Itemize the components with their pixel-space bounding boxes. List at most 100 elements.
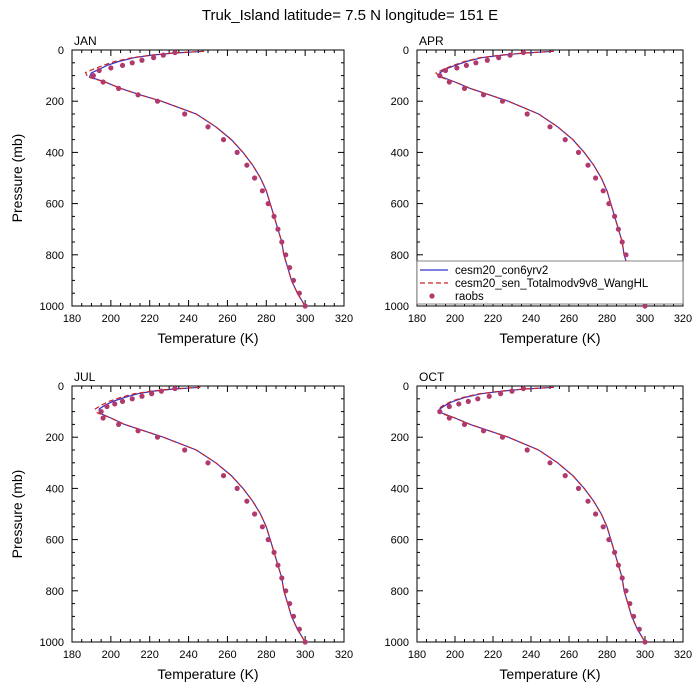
y-tick-label: 800 xyxy=(391,250,409,262)
raobs-point xyxy=(283,588,289,594)
x-tick-label: 200 xyxy=(102,313,120,325)
x-axis-label: Temperature (K) xyxy=(499,666,600,682)
raobs-point xyxy=(234,485,240,491)
raobs-point xyxy=(104,403,110,410)
x-axis-label: Temperature (K) xyxy=(157,666,258,682)
raobs-point xyxy=(182,447,188,453)
x-tick-label: 320 xyxy=(674,313,692,325)
raobs-point xyxy=(252,511,258,517)
raobs-point xyxy=(135,428,141,434)
x-tick-label: 240 xyxy=(179,313,197,325)
y-tick-label: 600 xyxy=(391,199,409,211)
raobs-point xyxy=(446,79,452,85)
raobs-point xyxy=(279,239,285,245)
panel-title: JUL xyxy=(74,370,96,384)
legend-label: raobs xyxy=(455,291,484,303)
y-tick-label: 800 xyxy=(46,250,64,262)
raobs-point xyxy=(119,62,126,68)
series-line-totalmod xyxy=(434,50,646,307)
y-axis-label: Pressure (mb) xyxy=(9,134,25,223)
raobs-point xyxy=(480,92,487,98)
raobs-point xyxy=(612,213,618,219)
raobs-point xyxy=(116,85,122,91)
raobs-point xyxy=(619,575,625,581)
raobs-point xyxy=(271,549,277,556)
raobs-point xyxy=(475,396,481,402)
raobs-point xyxy=(275,226,281,232)
legend-label: cesm20_sen_Totalmodv9v8_WangHL xyxy=(455,278,649,290)
panel-title: OCT xyxy=(419,370,445,384)
y-tick-label: 800 xyxy=(391,586,409,598)
raobs-point xyxy=(302,639,308,645)
raobs-point xyxy=(562,137,568,143)
raobs-point xyxy=(575,485,582,491)
raobs-point xyxy=(275,562,281,568)
raobs-point xyxy=(499,98,506,104)
raobs-point xyxy=(456,401,462,407)
raobs-point xyxy=(480,428,487,434)
series-line-totalmod xyxy=(437,386,646,643)
raobs-point xyxy=(585,498,591,504)
y-tick-label: 400 xyxy=(391,483,409,495)
raobs-point xyxy=(135,92,141,98)
raobs-point xyxy=(302,303,308,309)
x-tick-label: 320 xyxy=(335,313,353,325)
raobs-point xyxy=(154,434,161,440)
raobs-point xyxy=(259,524,265,530)
raobs-point xyxy=(593,511,599,517)
raobs-point xyxy=(290,277,297,283)
legend-box xyxy=(416,260,684,305)
raobs-point xyxy=(296,626,302,632)
y-tick-label: 400 xyxy=(46,483,64,495)
legend-label: cesm20_con6yrv2 xyxy=(455,265,548,277)
x-tick-label: 180 xyxy=(408,649,426,661)
raobs-point xyxy=(612,549,618,556)
x-tick-label: 260 xyxy=(218,313,236,325)
legend: cesm20_con6yrv2cesm20_sen_Totalmodv9v8_W… xyxy=(416,260,684,305)
raobs-point xyxy=(279,575,285,581)
raobs-point xyxy=(252,175,258,181)
x-tick-label: 260 xyxy=(560,649,578,661)
x-tick-label: 300 xyxy=(296,313,314,325)
y-tick-label: 600 xyxy=(46,199,64,211)
raobs-point xyxy=(182,111,188,117)
panel-title: APR xyxy=(419,34,444,48)
y-tick-label: 200 xyxy=(391,432,409,444)
panels-group: JAN 180 200 220 240 260 280 300 320 0 200 400 600 800… xyxy=(9,34,692,682)
raobs-point xyxy=(623,588,629,594)
x-tick-label: 220 xyxy=(484,649,502,661)
raobs-point xyxy=(119,398,126,404)
raobs-point xyxy=(446,403,452,410)
raobs-point xyxy=(473,60,479,66)
raobs-point xyxy=(498,391,504,397)
raobs-point xyxy=(524,111,530,117)
raobs-point xyxy=(265,537,271,543)
x-tick-label: 300 xyxy=(636,313,654,325)
raobs-point xyxy=(220,137,227,143)
raobs-point xyxy=(265,201,271,207)
raobs-point xyxy=(496,55,502,61)
y-tick-label: 1000 xyxy=(40,301,64,313)
raobs-point xyxy=(575,149,582,155)
x-tick-label: 180 xyxy=(408,313,426,325)
raobs-point xyxy=(108,65,114,71)
x-axis-label: Temperature (K) xyxy=(157,330,258,346)
raobs-point xyxy=(116,421,122,427)
y-tick-label: 200 xyxy=(46,96,64,108)
panel-jul: JUL 180 200 220 240 260 280 300 320 0 200 400 600 800… xyxy=(9,370,353,682)
raobs-point xyxy=(160,52,166,58)
raobs-point xyxy=(461,85,468,91)
series-line-con6yrv2 xyxy=(98,386,306,643)
raobs-point xyxy=(158,388,164,394)
y-tick-label: 0 xyxy=(58,45,64,57)
x-axis-label: Temperature (K) xyxy=(499,330,600,346)
raobs-point xyxy=(244,498,250,504)
raobs-point xyxy=(129,60,135,66)
raobs-point xyxy=(642,303,648,309)
raobs-point xyxy=(636,626,642,632)
raobs-point xyxy=(100,79,106,85)
raobs-point xyxy=(149,391,155,397)
x-tick-label: 280 xyxy=(598,649,616,661)
y-tick-label: 600 xyxy=(391,535,409,547)
raobs-point xyxy=(524,447,530,453)
